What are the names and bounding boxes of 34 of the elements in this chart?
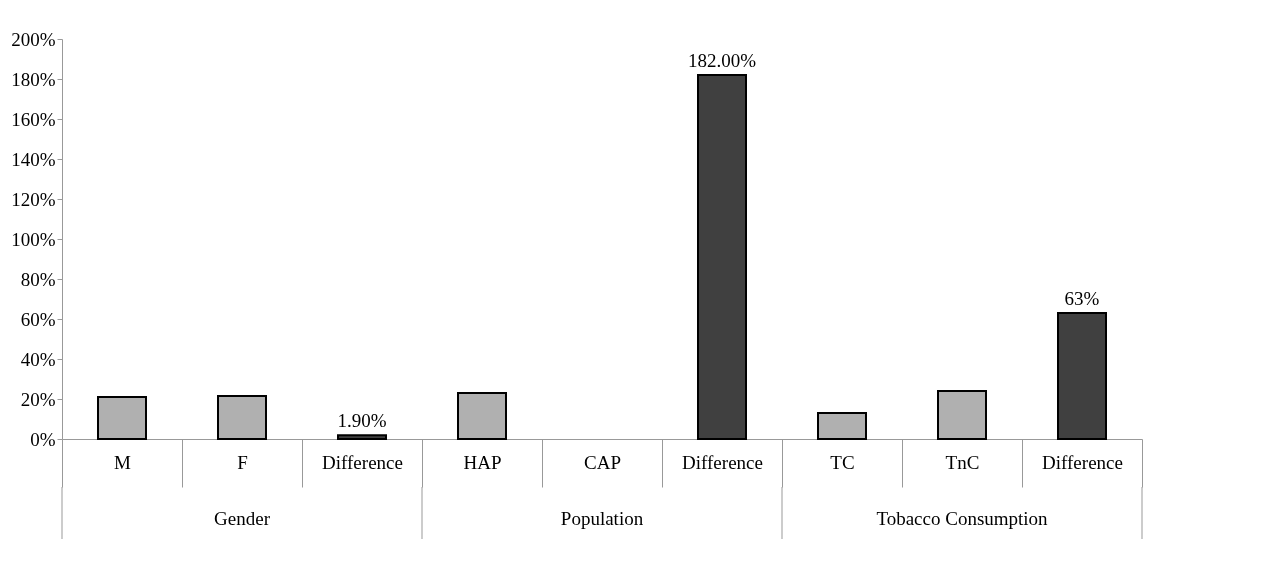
y-tick-label: 160%: [11, 108, 56, 130]
y-tick-label: 180%: [11, 68, 56, 90]
x-tick-label: CAP: [584, 451, 621, 473]
bar: [697, 74, 747, 440]
x-tick-label: Difference: [682, 451, 763, 473]
bar: [457, 392, 507, 440]
data-label: 63%: [1064, 288, 1100, 309]
x-tick-label: Difference: [322, 451, 403, 473]
y-tick-label: 200%: [11, 28, 56, 50]
x-tick-label: TnC: [945, 451, 980, 473]
data-label: 182.00%: [687, 50, 757, 71]
text: Population: [560, 508, 644, 529]
bar: [1057, 312, 1107, 440]
x-tick-label: Difference: [1042, 451, 1123, 473]
y-tick-label: 80%: [20, 268, 56, 290]
y-tick-label: 20%: [20, 388, 56, 410]
bar: [937, 390, 987, 440]
x-tick-label: F: [237, 451, 248, 473]
y-tick-label: 0%: [30, 428, 56, 450]
bar: [337, 434, 387, 440]
data-label: 1.90%: [337, 410, 387, 432]
y-tick-label: 100%: [11, 228, 56, 250]
x-tick-label: M: [114, 451, 132, 473]
y-tick-label: 40%: [20, 348, 56, 370]
bar: [97, 396, 147, 440]
bar: [817, 412, 867, 440]
text: Tobacco Consumption: [876, 508, 1049, 529]
y-tick-label: 120%: [11, 188, 56, 210]
bar: [217, 395, 267, 440]
x-tick-label: TC: [830, 451, 855, 473]
x-tick-label: HAP: [463, 451, 502, 473]
y-tick-label: 60%: [20, 308, 56, 330]
text: Gender: [214, 508, 271, 529]
y-tick-label: 140%: [11, 148, 56, 170]
